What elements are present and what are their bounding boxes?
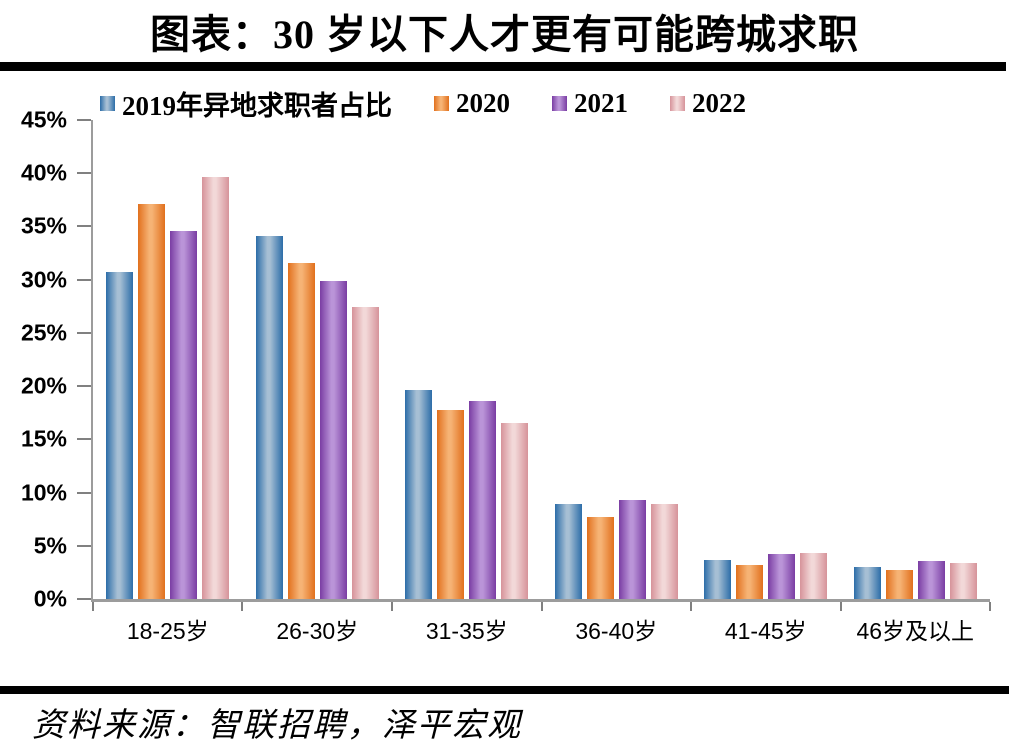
bar-2022-36-40岁 xyxy=(650,504,678,599)
y-tick-mark xyxy=(77,385,91,388)
bar-2020-41-45岁 xyxy=(736,564,764,599)
x-label-36-40岁: 36-40岁 xyxy=(575,618,658,644)
legend: 2019年异地求职者占比 2020 2021 2022 xyxy=(100,84,746,123)
legend-swatch-icon xyxy=(670,96,685,111)
bar-groups xyxy=(93,120,990,599)
bar-group-26-30岁 xyxy=(243,120,393,599)
y-tick-mark xyxy=(77,119,91,121)
x-axis-labels: 18-25岁 26-30岁 31-35岁 36-40岁 41-45岁 46岁及以上 xyxy=(93,612,990,646)
bar-2020-18-25岁 xyxy=(138,204,166,599)
legend-label: 2019年异地求职者占比 xyxy=(122,91,392,121)
legend-item-2019: 2019年异地求职者占比 xyxy=(100,84,392,123)
bar-2019-18-25岁 xyxy=(106,272,134,599)
bar-2022-18-25岁 xyxy=(202,177,230,599)
y-tick-mark xyxy=(77,598,91,600)
source-note: 资料来源：智联招聘，泽平宏观 xyxy=(32,708,522,744)
x-label-18-25岁: 18-25岁 xyxy=(126,618,209,644)
y-tick-label: 45% xyxy=(20,106,67,133)
bar-2022-41-45岁 xyxy=(800,553,828,599)
y-tick-mark xyxy=(77,491,91,494)
bar-chart: 45% 40% 35% 30% 25% 20% 15% 10% 5% 0% xyxy=(0,107,991,612)
legend-item-2022: 2022 xyxy=(670,88,746,119)
bottom-divider xyxy=(0,686,1009,694)
y-tick-label: 10% xyxy=(20,479,67,506)
x-label-31-35岁: 31-35岁 xyxy=(425,618,508,644)
y-tick-label: 30% xyxy=(20,266,67,293)
top-divider xyxy=(0,62,1006,71)
bar-2021-26-30岁 xyxy=(319,280,347,599)
bar-2019-36-40岁 xyxy=(554,504,582,599)
y-tick-mark xyxy=(77,172,91,175)
bar-group-41-45岁 xyxy=(691,120,841,599)
bar-2021-36-40岁 xyxy=(618,500,646,599)
bar-2019-41-45岁 xyxy=(704,559,732,599)
y-tick-label: 35% xyxy=(20,212,67,239)
x-tick-mark xyxy=(390,602,393,611)
bar-2020-46岁及以上 xyxy=(885,570,913,599)
x-label-26-30岁: 26-30岁 xyxy=(276,618,359,644)
legend-swatch-icon xyxy=(100,96,115,111)
bar-2020-31-35岁 xyxy=(437,409,465,599)
y-tick-label: 20% xyxy=(20,372,67,399)
x-label-41-45岁: 41-45岁 xyxy=(724,618,807,644)
y-tick-mark xyxy=(77,225,91,228)
bar-2021-18-25岁 xyxy=(170,230,198,599)
bar-2022-46岁及以上 xyxy=(949,562,977,599)
y-tick-mark xyxy=(77,544,91,547)
legend-label: 2022 xyxy=(692,88,746,118)
legend-swatch-icon xyxy=(552,96,567,111)
plot-area xyxy=(91,120,991,611)
bar-2020-26-30岁 xyxy=(287,262,315,599)
legend-label: 2021 xyxy=(574,88,628,118)
y-axis: 45% 40% 35% 30% 25% 20% 15% 10% 5% 0% xyxy=(0,107,91,612)
legend-label: 2020 xyxy=(456,88,510,118)
bar-2021-41-45岁 xyxy=(768,554,796,599)
bar-2020-36-40岁 xyxy=(586,517,614,599)
x-tick-mark xyxy=(989,602,991,611)
y-tick-label: 25% xyxy=(20,319,67,346)
y-tick-label: 5% xyxy=(33,532,67,559)
legend-item-2020: 2020 xyxy=(434,88,510,119)
y-tick-mark xyxy=(77,438,91,441)
y-tick-label: 15% xyxy=(20,425,67,452)
legend-swatch-icon xyxy=(434,96,449,111)
x-label-46岁及以上: 46岁及以上 xyxy=(856,618,975,644)
bar-2021-46岁及以上 xyxy=(917,560,945,599)
y-tick-mark xyxy=(77,278,91,281)
bar-2022-31-35岁 xyxy=(501,423,529,599)
bar-group-31-35岁 xyxy=(392,120,542,599)
x-tick-mark xyxy=(92,602,94,611)
y-tick-mark xyxy=(77,331,91,334)
bar-group-36-40岁 xyxy=(542,120,692,599)
bar-group-46岁及以上 xyxy=(841,120,991,599)
bar-group-18-25岁 xyxy=(93,120,243,599)
x-tick-mark xyxy=(839,602,842,611)
legend-item-2021: 2021 xyxy=(552,88,628,119)
y-tick-label: 40% xyxy=(20,159,67,186)
bar-2019-31-35岁 xyxy=(405,390,433,599)
chart-title: 图表：30 岁以下人才更有可能跨城求职 xyxy=(150,12,859,57)
x-tick-mark xyxy=(540,602,543,611)
bar-2021-31-35岁 xyxy=(469,401,497,599)
bar-2019-46岁及以上 xyxy=(853,567,881,599)
x-tick-mark xyxy=(689,602,692,611)
bar-2022-26-30岁 xyxy=(351,307,379,599)
y-tick-label: 0% xyxy=(33,585,67,612)
x-tick-mark xyxy=(241,602,244,611)
bar-2019-26-30岁 xyxy=(255,236,283,599)
